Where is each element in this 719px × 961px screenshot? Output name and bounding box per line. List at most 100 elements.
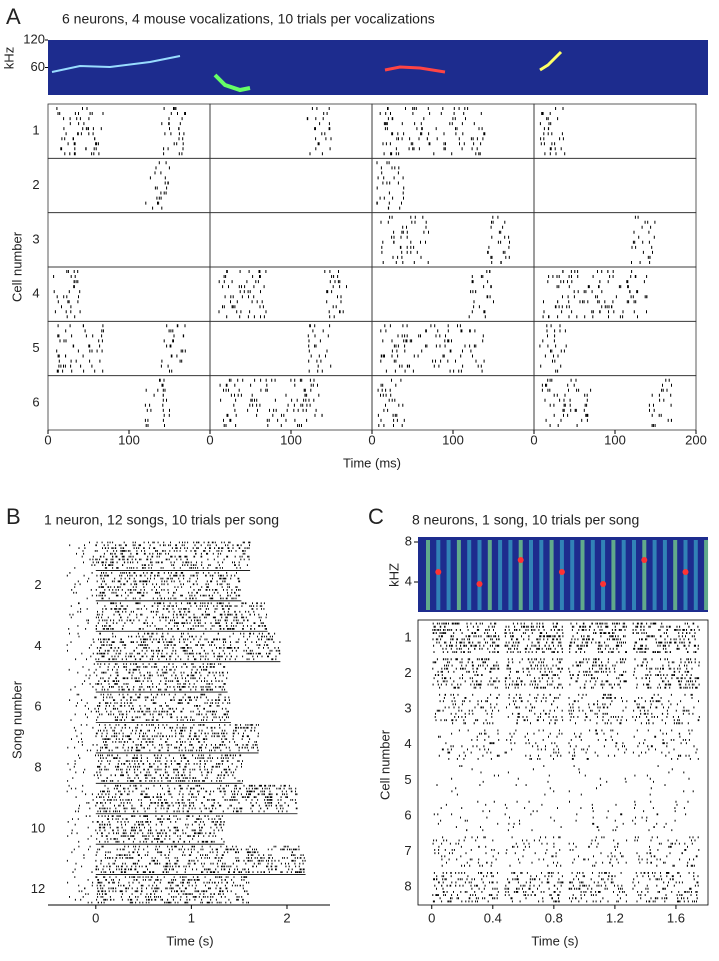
y-tick-label: 60 [31,59,45,74]
y-tick-label: 120 [23,31,45,46]
y-tick-label: 10 [31,820,45,835]
spike-raster [379,107,486,156]
spike-raster [218,270,347,319]
spike-raster [95,632,281,661]
raster-cell [371,266,535,322]
spike-raster [432,836,700,867]
spectrogram-band [539,540,544,610]
spectrogram-band [456,540,461,610]
spectrogram-peak [476,581,483,587]
spike-raster [69,541,96,569]
spike-raster [67,815,94,843]
y-tick-label: 8 [405,533,412,548]
raster-cell [371,320,535,377]
spike-raster [380,324,485,373]
spike-raster [145,161,170,210]
spectrogram-peak [600,581,607,587]
panel-title: 1 neuron, 12 songs, 10 trials per song [44,512,279,528]
axis-title: Cell number [9,231,24,302]
y-tick-label: 2 [32,177,39,192]
spike-raster [541,378,672,427]
panel-label: B [6,504,21,529]
spike-raster [95,876,250,904]
spike-raster [144,378,170,427]
axis-title: Song number [9,680,24,759]
spectrogram-band [518,540,523,610]
spike-raster [432,622,700,653]
spike-raster [307,324,332,373]
spike-raster [631,215,656,264]
x-tick-label: 0 [92,910,99,925]
spectrogram-band [529,540,533,610]
spectrogram-band [632,540,636,610]
raster-cell [209,157,373,214]
spectrogram-peak [435,569,442,575]
spectrogram-band [498,540,503,610]
axis-title: kHz [1,47,16,69]
spike-raster [436,765,694,796]
raster-cell [47,212,211,268]
spike-raster [438,729,699,760]
spike-raster [66,845,93,873]
raster-cell [209,320,373,377]
x-tick-label: 0 [44,432,51,447]
spike-raster [377,378,405,427]
x-tick-label: 100 [118,432,140,447]
y-tick-label: 1 [32,123,39,138]
axis-title: Cell number [377,729,392,800]
spectrogram-band [693,540,698,610]
y-tick-label: 8 [404,879,411,894]
y-tick-label: 7 [404,843,411,858]
spectrogram-band [570,540,575,610]
y-tick-label: 3 [404,701,411,716]
spike-raster [434,693,700,725]
raster-cell [533,320,697,377]
spectrogram-peak [517,557,524,563]
spike-raster [539,107,566,156]
spike-raster [67,724,94,752]
spike-raster [69,693,96,721]
y-tick-label: 4 [32,286,39,301]
spectrogram-band [508,540,513,610]
spike-raster [68,663,95,691]
spectrogram-band [487,540,492,610]
spike-raster [542,270,648,319]
spectrogram-band [446,540,451,610]
axis-title: Time (s) [531,933,578,948]
raster-cell [209,266,373,322]
x-tick-label: 100 [442,432,464,447]
x-tick-label: 100 [604,432,626,447]
raster-cell [371,157,535,214]
spectrogram-trace [539,50,563,72]
raster-cell [533,103,697,159]
x-tick-label: 0 [206,432,213,447]
spike-raster [68,602,89,630]
spectrogram-band [601,540,606,610]
y-tick-label: 3 [32,231,39,246]
spike-raster [306,107,332,156]
raster-cell [209,212,373,268]
spike-raster [219,378,323,427]
plot-frame [417,619,709,906]
spike-raster [432,658,700,689]
raster-cell [533,157,697,214]
spectrogram-trace [213,73,251,93]
spectrogram-band [467,540,472,610]
spike-raster [95,602,267,630]
x-tick-label: 0.8 [545,910,563,925]
axis-title: Time (s) [166,933,213,948]
spike-raster [468,270,494,319]
x-tick-label: 200 [685,432,707,447]
spectrogram-band [426,540,430,610]
spike-raster [96,754,243,782]
spike-raster [95,724,259,752]
y-tick-label: 1 [404,629,411,644]
axis-title: Time (ms) [343,455,401,470]
spike-raster [95,845,306,873]
y-tick-label: 5 [32,340,39,355]
raster-cell [209,103,373,159]
spectrogram-peak [558,569,565,575]
spike-raster [380,215,510,264]
x-tick-label: 0 [428,910,435,925]
